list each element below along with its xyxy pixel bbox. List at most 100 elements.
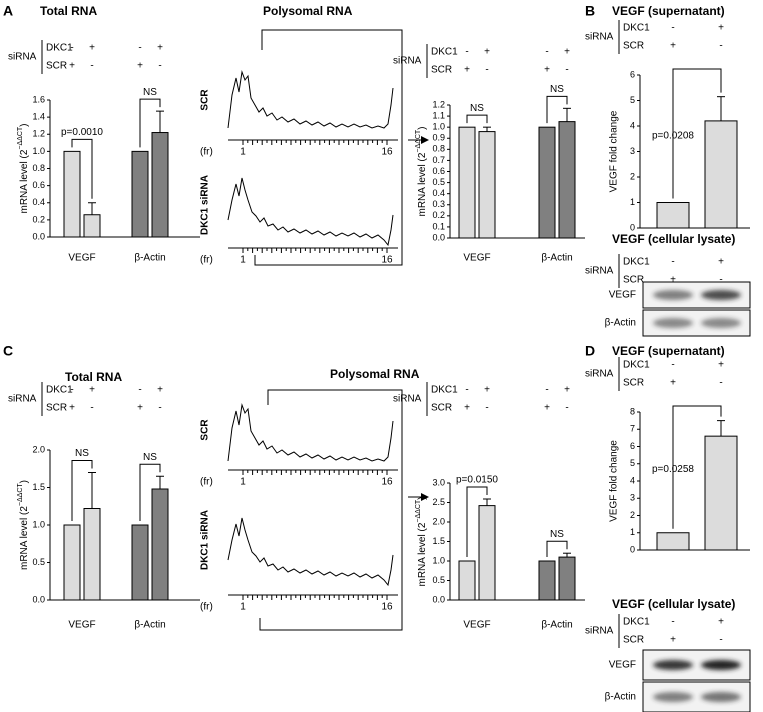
blot-band [653,290,693,300]
bracket [267,389,403,480]
blot-band [653,692,693,702]
annotation: NS [550,529,564,540]
condition-sign: + [69,403,75,414]
y-tick-label: 5 [630,95,635,105]
sirna-label: siRNA [585,626,614,637]
bar [83,214,101,238]
y-tick-label: 3.0 [432,477,445,487]
significance-bracket [672,405,722,529]
condition-name: DKC1 [623,617,650,628]
condition-name: SCR [623,275,644,286]
condition-sign: + [718,617,724,628]
bracket [259,480,403,631]
significance-bracket [546,95,568,124]
category-label: VEGF [68,620,95,631]
y-axis-label: mRNA level (2−ΔΔCT) [17,480,29,570]
category-label: β-Actin [134,253,165,264]
blot-row-label: VEGF [609,290,636,301]
blot-band [701,318,741,328]
y-label-sup: −ΔΔCT [17,126,24,149]
bar [704,120,738,229]
condition-sign: + [670,275,676,286]
condition-sign: - [138,385,141,396]
profile-trace [227,403,394,462]
bar [131,524,149,601]
condition-sign: - [485,403,488,414]
fraction-label: 16 [381,255,393,266]
fraction-axis-label: (fr) [200,147,213,158]
profile-label: SCR [200,419,211,441]
condition-sign: - [565,65,568,76]
bar [458,560,476,601]
condition-sign: - [565,403,568,414]
y-label-end: ) [417,126,428,129]
bar [131,150,149,238]
category-label: VEGF [463,253,490,264]
condition-sign: + [464,403,470,414]
y-tick-label: 0.1 [432,221,445,231]
panel-heading: Polysomal RNA [330,367,420,381]
y-axis-label: mRNA level (2−ΔΔCT) [415,126,427,216]
condition-sign: - [70,385,73,396]
significance-bracket [139,98,161,148]
annotation: NS [143,452,157,463]
y-label-end: ) [19,480,30,483]
panel-heading: Total RNA [40,4,97,18]
y-tick-label: 3 [630,146,635,156]
condition-sign: + [484,385,490,396]
sirna-label: siRNA [393,394,422,405]
blot-band [653,660,693,670]
condition-name: SCR [623,378,644,389]
y-tick-label: 0.8 [32,163,45,173]
panel-label: D [585,343,595,359]
condition-sign: + [564,385,570,396]
condition-sign: - [671,257,674,268]
condition-sign: + [718,257,724,268]
condition-name: SCR [46,61,67,72]
blot-row-label: VEGF [609,660,636,671]
condition-sign: - [719,378,722,389]
y-axis-label: VEGF fold change [609,110,620,192]
y-tick-label: 0.6 [32,180,45,190]
significance-bracket [466,486,488,557]
condition-sign: + [69,61,75,72]
profile-label: SCR [200,89,211,111]
annotation: p=0.0150 [456,475,498,486]
profile-label: DKC1 siRNA [200,175,211,235]
condition-sign: - [70,43,73,54]
y-label-text: mRNA level (2 [19,506,30,570]
bar [704,435,738,551]
y-tick-label: 7 [630,424,635,434]
fraction-axis-label: (fr) [200,255,213,266]
category-label: VEGF [463,620,490,631]
condition-sign: - [671,617,674,628]
y-tick-label: 1.0 [432,122,445,132]
condition-sign: + [670,41,676,52]
condition-sign: - [545,47,548,58]
sirna-label: siRNA [8,394,37,405]
y-tick-label: 4 [630,120,635,130]
condition-name: SCR [623,41,644,52]
condition-sign: + [157,43,163,54]
panel-label: C [3,343,13,359]
blot-band [701,660,741,670]
annotation: NS [143,87,157,98]
panel-heading: Total RNA [65,370,122,384]
condition-sign: - [485,65,488,76]
significance-bracket [71,138,93,199]
y-tick-label: 4 [630,475,635,485]
bar [83,508,101,601]
annotation: p=0.0258 [652,464,694,475]
condition-sign: - [90,403,93,414]
y-tick-label: 6 [630,441,635,451]
y-tick-label: 2 [630,171,635,181]
y-tick-label: 0.4 [32,197,45,207]
condition-name: DKC1 [431,47,458,58]
significance-bracket [139,463,161,521]
y-tick-label: 1.2 [32,129,45,139]
bar [478,131,496,239]
panel-label: B [585,3,595,19]
panel-heading: Polysomal RNA [263,4,353,18]
y-tick-label: 1.0 [32,519,45,529]
